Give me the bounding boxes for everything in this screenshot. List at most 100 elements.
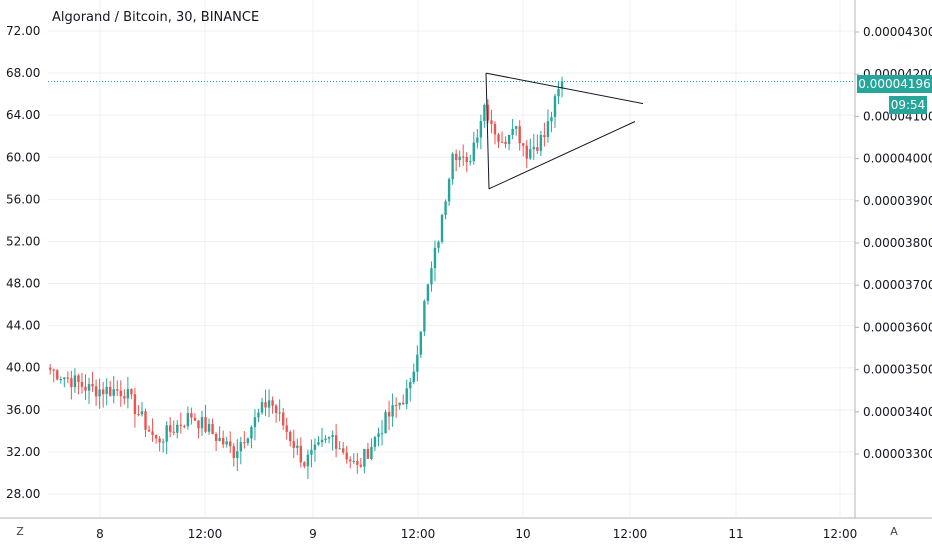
candle-body	[370, 446, 373, 459]
candle-body	[281, 412, 285, 426]
candle-body	[267, 400, 271, 408]
candle-body	[514, 126, 518, 129]
triangle-lower-trendline	[488, 121, 636, 190]
candle-body	[419, 331, 423, 355]
candle-body	[310, 449, 313, 455]
candle-body	[546, 121, 550, 138]
candle-body	[469, 161, 472, 163]
candle-body	[296, 445, 299, 448]
candle-body	[451, 153, 454, 180]
candle-body	[179, 424, 183, 426]
candle-body	[211, 423, 214, 434]
candle-body	[433, 247, 437, 269]
candle-body	[331, 435, 334, 438]
candle-body	[158, 438, 161, 443]
candle-body	[299, 445, 303, 463]
candle-body	[144, 411, 147, 430]
candle-body	[105, 386, 108, 395]
candle-body	[59, 379, 62, 381]
auto-scale-button[interactable]: A	[890, 525, 898, 538]
candle-body	[486, 104, 490, 121]
candle-body	[472, 142, 475, 162]
candle-body	[264, 402, 267, 408]
candle-body	[70, 378, 73, 388]
left-price-axis: 72.00 68.00 64.00 60.00 56.00 52.00 48.00 44.00…	[6, 24, 40, 501]
candle-body	[80, 382, 84, 387]
candle-body	[229, 441, 232, 447]
chart-grid	[48, 0, 855, 518]
candle-body	[525, 145, 528, 159]
candle-body	[423, 301, 426, 332]
candle-body	[243, 442, 246, 444]
candle-body	[454, 153, 458, 161]
candle-body	[236, 451, 239, 459]
candle-body	[560, 81, 564, 89]
left-axis-tick-label: 40.00	[6, 361, 40, 375]
candle-body	[197, 420, 200, 429]
right-axis-tick-label: 0.00003800	[863, 236, 932, 250]
candle-body	[327, 437, 331, 439]
candle-body	[239, 442, 243, 452]
candle-body	[440, 214, 444, 242]
candle-body	[172, 431, 175, 433]
time-axis: 8 12:00 9 12:00 10 12:00 11 12:00	[96, 527, 857, 541]
candle-body	[119, 390, 122, 397]
candle-body	[366, 448, 370, 459]
candle-body	[317, 442, 320, 445]
zoom-scale-button[interactable]: Z	[16, 525, 24, 538]
candle-body	[377, 433, 380, 438]
candle-body	[161, 441, 165, 443]
candle-body	[483, 104, 486, 121]
candle-body	[356, 460, 359, 465]
candle-body	[73, 375, 77, 388]
candle-body	[253, 417, 257, 428]
candle-body	[77, 375, 80, 383]
time-axis-tick-label: 12:00	[613, 527, 648, 541]
candle-body	[349, 459, 352, 462]
candle-body	[94, 386, 98, 397]
candle-body	[193, 417, 197, 421]
candle-body	[493, 123, 497, 135]
candle-body	[543, 135, 546, 138]
candle-body	[84, 386, 87, 391]
candle-body	[101, 389, 105, 395]
candle-body	[490, 120, 493, 124]
candle-body	[504, 141, 507, 145]
bar-countdown-label: 09:54	[889, 96, 927, 114]
candle-body	[52, 369, 55, 371]
right-axis-tick-label: 0.00003400	[863, 405, 932, 419]
candle-body	[98, 389, 101, 397]
candle-body	[186, 413, 190, 427]
candle-body	[274, 405, 278, 413]
right-axis-tick-label: 0.00004300	[863, 25, 932, 39]
candle-body	[384, 412, 387, 434]
candle-body	[109, 386, 112, 396]
candle-body	[126, 389, 130, 399]
candle-body	[285, 425, 288, 432]
candle-body	[200, 417, 204, 429]
candle-body	[303, 462, 306, 467]
candle-body	[289, 431, 292, 442]
candle-body	[225, 441, 228, 445]
candle-body	[394, 405, 398, 407]
candle-body	[116, 389, 119, 391]
candle-body	[553, 96, 557, 118]
left-axis-tick-label: 60.00	[6, 150, 40, 164]
candle-body	[345, 452, 348, 460]
candle-body	[292, 441, 295, 448]
candle-body	[536, 147, 539, 151]
candle-body	[447, 179, 451, 202]
candle-body	[176, 424, 179, 433]
candle-body	[402, 402, 405, 405]
candle-body	[557, 88, 560, 97]
candle-body	[444, 201, 447, 215]
candle-body	[507, 134, 511, 145]
time-axis-tick-label: 10	[515, 527, 530, 541]
candle-body	[511, 128, 514, 135]
candle-body	[550, 117, 553, 122]
candle-body	[539, 135, 543, 151]
right-axis-tick-label: 0.00003900	[863, 194, 932, 208]
candle-body	[112, 389, 115, 396]
candle-body	[130, 389, 133, 395]
